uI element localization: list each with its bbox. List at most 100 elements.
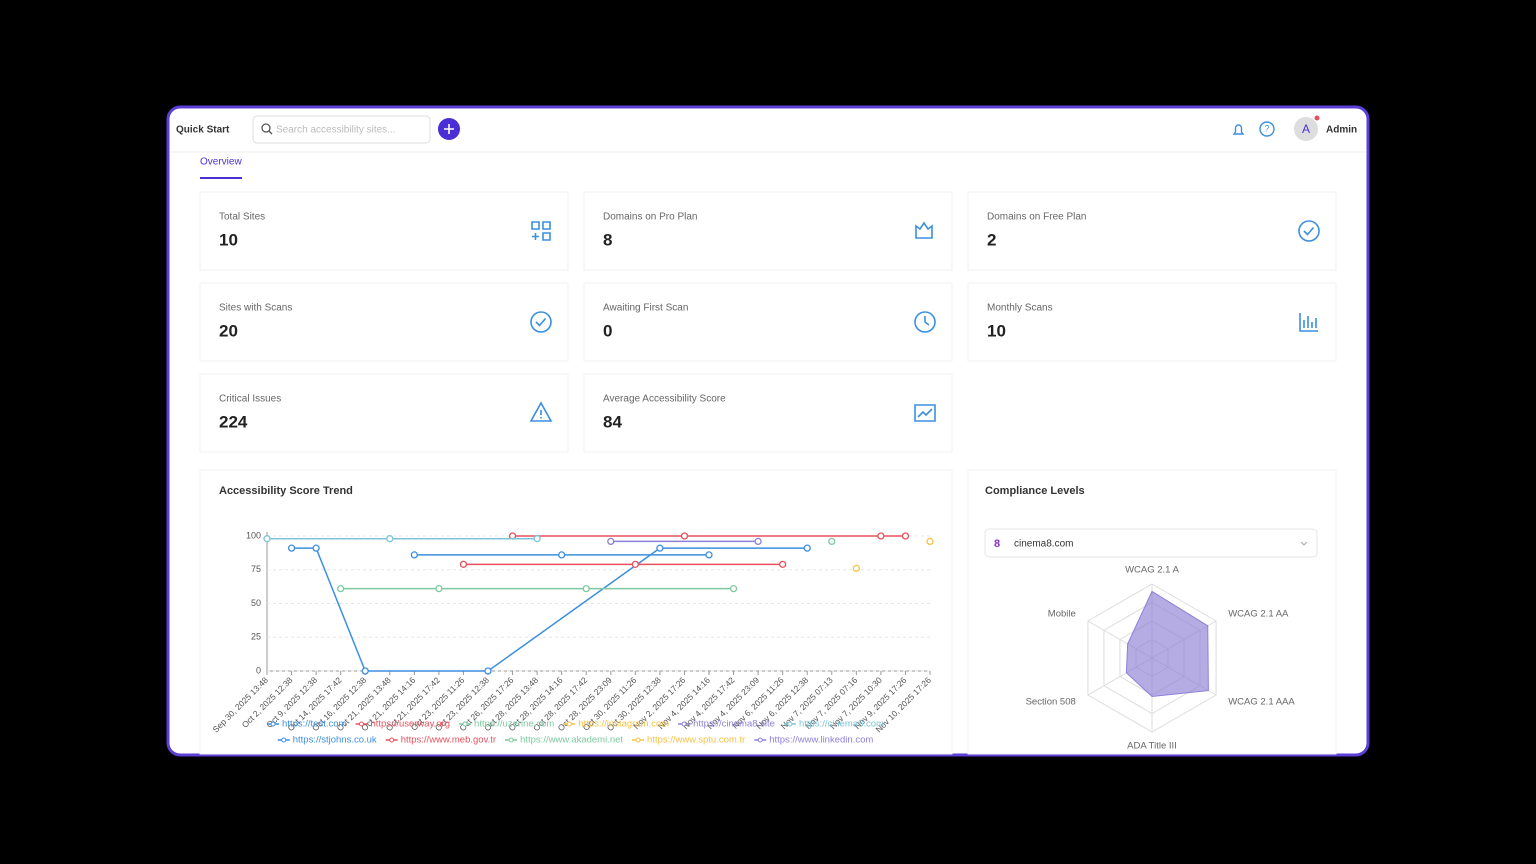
radar-label: WCAG 2.1 AA: [1228, 609, 1289, 620]
y-tick-label: 25: [251, 632, 261, 642]
user-name[interactable]: Admin: [1326, 125, 1357, 136]
point: [803, 544, 811, 552]
site-select[interactable]: [984, 528, 1318, 558]
legend-dot: [462, 721, 468, 727]
point: [459, 560, 468, 568]
stat-card: [199, 191, 569, 271]
legend-label: https://uzerine.com: [474, 719, 554, 730]
legend-label: https://userway.org: [370, 719, 450, 730]
series-line: [291, 547, 808, 672]
stat-icon: [914, 311, 936, 333]
point: [852, 564, 860, 573]
radar-label: ADA Title III: [1127, 741, 1177, 752]
stat-card: [583, 373, 953, 453]
point: [901, 532, 910, 540]
legend-label: https://cinema8.com: [799, 719, 884, 730]
tab[interactable]: Overview: [200, 157, 242, 168]
stat-value: 0: [603, 321, 612, 340]
y-tick-label: 100: [246, 530, 261, 540]
stat-icon: [530, 311, 552, 333]
add-icon: [444, 124, 454, 134]
search-box[interactable]: [252, 115, 431, 144]
stat-label: Domains on Pro Plan: [603, 212, 698, 223]
y-tick-label: 75: [251, 564, 261, 574]
stat-icon: [915, 221, 933, 239]
stat-label: Average Accessibility Score: [603, 394, 726, 405]
legend-dot: [508, 737, 514, 743]
point: [926, 537, 934, 546]
stat-label: Domains on Free Plan: [987, 212, 1087, 223]
y-tick-label: 0: [256, 665, 261, 675]
site-logo: 8: [994, 538, 1000, 550]
stat-icon: [529, 401, 553, 422]
header-title[interactable]: Quick Start: [176, 125, 230, 136]
legend-dot: [681, 721, 687, 727]
stat-value: 8: [603, 230, 612, 249]
radar-label: WCAG 2.1 AAA: [1228, 697, 1295, 708]
legend-label: https://instagram.com: [578, 719, 669, 730]
point: [779, 560, 787, 568]
point: [754, 537, 762, 546]
point: [533, 535, 541, 543]
point: [558, 551, 566, 559]
stat-icon: [531, 221, 551, 241]
point: [435, 585, 443, 593]
legend-label: https://www.akademi.net: [520, 735, 623, 746]
stat-label: Critical Issues: [219, 394, 281, 405]
radar-label: WCAG 2.1 A: [1125, 565, 1180, 576]
stat-card: [199, 373, 569, 453]
avatar-badge: [1314, 115, 1320, 121]
trend-card: [199, 469, 953, 755]
avatar[interactable]: [1294, 117, 1318, 141]
stat-label: Sites with Scans: [219, 303, 292, 314]
stat-value: 10: [987, 321, 1006, 340]
stat-value: 20: [219, 321, 238, 340]
legend-dot: [566, 721, 572, 727]
point: [828, 537, 836, 546]
radar-label: Section 508: [1026, 697, 1076, 708]
point: [361, 667, 369, 675]
legend-label: https://cinema8.site: [693, 719, 775, 730]
help-icon[interactable]: [1259, 121, 1275, 137]
stat-card: [967, 191, 1337, 271]
point: [607, 537, 615, 546]
stat-label: Total Sites: [219, 212, 265, 223]
point: [877, 532, 885, 540]
avatar-letter: A: [1302, 122, 1310, 136]
point: [729, 585, 738, 593]
legend-dot: [270, 721, 276, 727]
legend-label: https://www.linkedin.com: [769, 735, 873, 746]
point: [410, 551, 418, 559]
stat-value: 224: [219, 412, 248, 431]
stat-card: [583, 191, 953, 271]
stat-card: [967, 282, 1337, 362]
point: [484, 667, 492, 675]
legend-dot: [358, 721, 364, 727]
radar-area: [1125, 590, 1209, 698]
stat-label: Monthly Scans: [987, 303, 1053, 314]
legend-dot: [389, 737, 395, 743]
point: [337, 585, 345, 593]
radar-label: Mobile: [1048, 609, 1076, 620]
stat-value: 2: [987, 230, 996, 249]
legend-label: https://test.com: [282, 719, 346, 730]
point: [386, 535, 394, 543]
select-arrow: [1300, 541, 1308, 546]
chart-title: Compliance Levels: [985, 485, 1085, 497]
bell-icon[interactable]: [1232, 124, 1245, 135]
legend-dot: [787, 721, 793, 727]
stat-value: 10: [219, 230, 238, 249]
y-tick-label: 50: [251, 598, 261, 608]
stat-icon: [1299, 313, 1318, 332]
legend-label: https://stjohns.co.uk: [293, 735, 377, 746]
legend-dot: [281, 737, 287, 743]
stat-icon: [914, 404, 936, 422]
point: [680, 532, 689, 540]
point: [287, 544, 296, 552]
site-select-value: cinema8.com: [1014, 539, 1073, 550]
search-icon: [268, 130, 273, 135]
search-icon: [261, 123, 271, 133]
stat-icon: [1298, 220, 1320, 242]
legend-dot: [757, 737, 763, 743]
